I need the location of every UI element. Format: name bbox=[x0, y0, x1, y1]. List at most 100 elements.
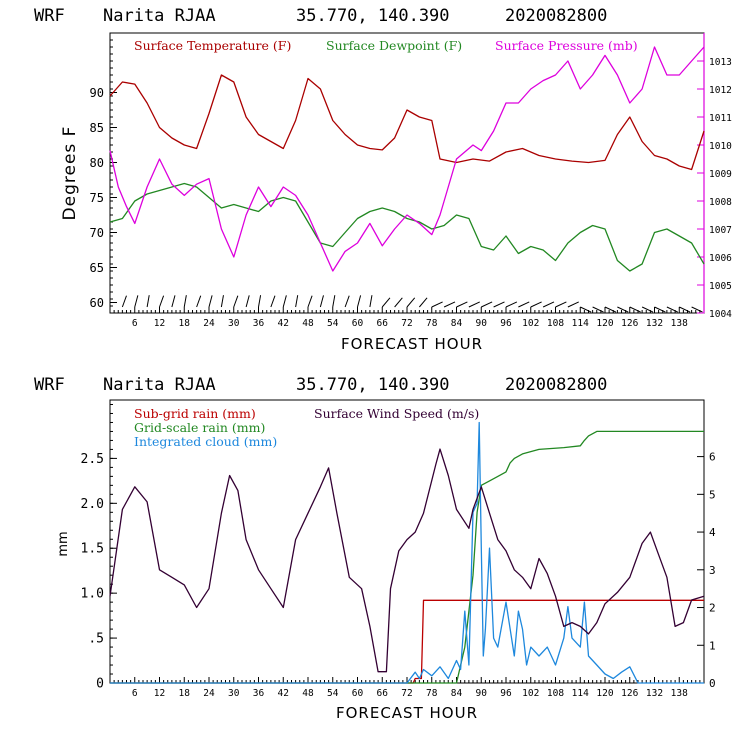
top-point-surface-pressure bbox=[481, 150, 483, 152]
top-header-station: Narita RJAA bbox=[103, 6, 216, 26]
top-point-surface-temperature bbox=[617, 134, 619, 136]
bottom-point-integrated-cloud bbox=[538, 655, 540, 657]
bottom-point-grid-scale-rain bbox=[596, 431, 598, 433]
bottom-y-axis-label: mm bbox=[56, 531, 71, 556]
bottom-point-surface-wind-speed bbox=[468, 528, 470, 530]
top-point-surface-dewpoint bbox=[109, 221, 111, 223]
legend-integrated-cloud: Integrated cloud (mm) bbox=[134, 434, 277, 449]
wind-barb bbox=[307, 295, 313, 308]
bottom-point-integrated-cloud bbox=[423, 669, 425, 671]
wind-barb bbox=[493, 301, 505, 308]
wind-barb bbox=[691, 306, 703, 313]
top-point-surface-pressure bbox=[171, 183, 173, 185]
wind-barb bbox=[481, 301, 493, 308]
top-point-surface-temperature bbox=[419, 116, 421, 118]
bottom-point-grid-scale-rain bbox=[538, 449, 540, 451]
top-x-tick-label: 126 bbox=[621, 318, 638, 329]
top-point-surface-temperature bbox=[406, 109, 408, 111]
top-point-surface-temperature bbox=[369, 148, 371, 150]
bottom-point-surface-wind-speed bbox=[377, 671, 379, 673]
top-header: WRF Narita RJAA 35.770, 140.390 20200828… bbox=[34, 6, 607, 26]
top-point-surface-temperature bbox=[233, 81, 235, 83]
top-point-surface-dewpoint bbox=[567, 242, 569, 244]
top-point-surface-dewpoint bbox=[357, 218, 359, 220]
wind-barb bbox=[418, 297, 428, 308]
top-point-surface-temperature bbox=[245, 116, 247, 118]
top-x-tick-label: 114 bbox=[572, 318, 589, 329]
wind-barb bbox=[530, 301, 542, 308]
bottom-point-surface-wind-speed bbox=[691, 599, 693, 601]
top-point-surface-dewpoint bbox=[406, 218, 408, 220]
bottom-point-integrated-cloud bbox=[497, 646, 499, 648]
top-point-surface-temperature bbox=[196, 148, 198, 150]
bottom-point-surface-wind-speed bbox=[505, 550, 507, 552]
bottom-point-integrated-cloud bbox=[703, 682, 705, 684]
bottom-point-surface-wind-speed bbox=[208, 588, 210, 590]
top-point-surface-dewpoint bbox=[295, 200, 297, 202]
bottom-point-surface-wind-speed bbox=[658, 554, 660, 556]
bottom-point-surface-wind-speed bbox=[122, 509, 124, 511]
top-point-surface-temperature bbox=[691, 169, 693, 171]
top-point-surface-dewpoint bbox=[431, 228, 433, 230]
bottom-point-integrated-cloud bbox=[456, 660, 458, 662]
top-x-tick-label: 84 bbox=[451, 318, 463, 329]
top-x-tick-label: 66 bbox=[377, 318, 389, 329]
top-x-tick-label: 60 bbox=[352, 318, 364, 329]
bottom-point-surface-wind-speed bbox=[439, 448, 441, 450]
bottom-point-integrated-cloud bbox=[460, 669, 462, 671]
top-x-tick-label: 102 bbox=[522, 318, 539, 329]
bottom-point-sub-grid-rain bbox=[414, 678, 416, 680]
bottom-point-grid-scale-rain bbox=[476, 512, 478, 514]
legend-wind-speed: Surface Wind Speed (m/s) bbox=[314, 406, 479, 421]
top-point-surface-temperature bbox=[159, 127, 161, 129]
top-y2-tick-label: 1006 bbox=[709, 253, 732, 264]
top-point-surface-temperature bbox=[270, 141, 272, 143]
legend-gridscale-rain: Grid-scale rain (mm) bbox=[134, 420, 265, 435]
top-point-surface-temperature bbox=[134, 83, 136, 85]
top-point-surface-pressure bbox=[703, 46, 705, 48]
top-point-surface-pressure bbox=[357, 242, 359, 244]
top-point-surface-temperature bbox=[184, 144, 186, 146]
top-point-surface-dewpoint bbox=[703, 263, 705, 265]
bottom-point-integrated-cloud bbox=[547, 646, 549, 648]
top-point-surface-dewpoint bbox=[518, 253, 520, 255]
wind-barb bbox=[159, 295, 165, 308]
wind-barb bbox=[394, 297, 403, 308]
bottom-point-sub-grid-rain bbox=[703, 600, 705, 602]
bottom-point-integrated-cloud bbox=[468, 664, 470, 666]
bottom-series-surface-wind-speed bbox=[109, 448, 705, 673]
wind-barb bbox=[196, 295, 202, 308]
bottom-point-grid-scale-rain bbox=[588, 435, 590, 437]
top-point-surface-dewpoint bbox=[654, 232, 656, 234]
top-y2-tick-label: 1005 bbox=[709, 281, 732, 292]
top-point-surface-temperature bbox=[641, 141, 643, 143]
bottom-point-integrated-cloud bbox=[596, 664, 598, 666]
bottom-point-surface-wind-speed bbox=[666, 577, 668, 579]
top-point-surface-pressure bbox=[617, 74, 619, 76]
bottom-point-surface-wind-speed bbox=[237, 490, 239, 492]
bottom-point-integrated-cloud bbox=[629, 666, 631, 668]
wind-barb bbox=[282, 295, 287, 308]
bottom-header: WRF Narita RJAA 35.770, 140.390 20200828… bbox=[34, 375, 607, 395]
bottom-point-integrated-cloud bbox=[588, 655, 590, 657]
bottom-point-grid-scale-rain bbox=[563, 447, 565, 449]
bottom-point-surface-wind-speed bbox=[184, 584, 186, 586]
top-point-surface-dewpoint bbox=[456, 214, 458, 216]
bottom-x-axis: 6 12 18 24 30 36 42 48 54 60 66 72 78 84 90 96 102 108 114… bbox=[113, 677, 701, 699]
bottom-x-tick-label: 120 bbox=[596, 688, 613, 699]
top-point-surface-dewpoint bbox=[146, 193, 148, 195]
top-point-surface-pressure bbox=[518, 102, 520, 104]
wind-barb bbox=[629, 306, 641, 313]
bottom-point-surface-wind-speed bbox=[171, 577, 173, 579]
top-point-surface-temperature bbox=[307, 78, 309, 80]
wind-barb bbox=[580, 306, 592, 313]
bottom-point-surface-wind-speed bbox=[406, 539, 408, 541]
top-point-surface-dewpoint bbox=[221, 207, 223, 209]
top-point-surface-dewpoint bbox=[258, 211, 260, 213]
wind-barbs-row bbox=[121, 295, 703, 313]
top-x-tick-label: 48 bbox=[302, 318, 314, 329]
top-point-surface-pressure bbox=[419, 223, 421, 225]
bottom-point-surface-wind-speed bbox=[588, 633, 590, 635]
top-point-surface-pressure bbox=[307, 214, 309, 216]
